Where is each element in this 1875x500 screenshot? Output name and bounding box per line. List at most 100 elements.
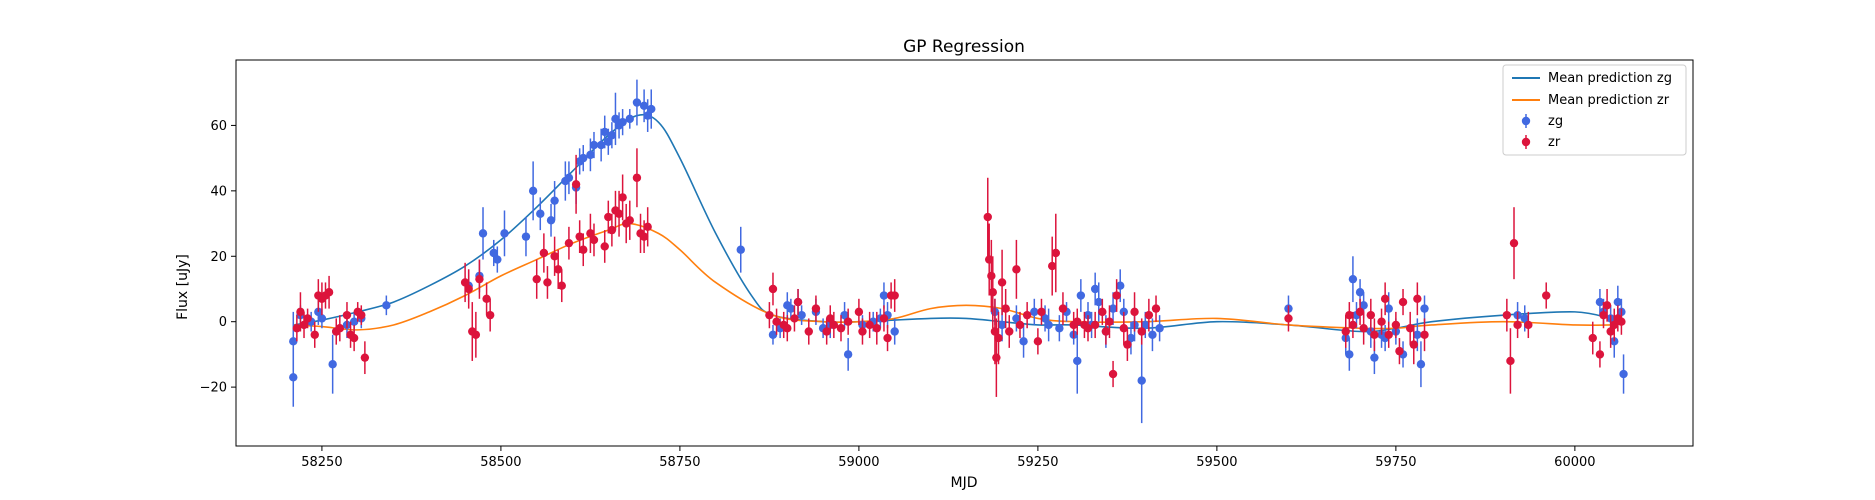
zg-point bbox=[493, 255, 501, 263]
zg-point bbox=[536, 210, 544, 218]
zr-point bbox=[361, 353, 369, 361]
zr-point bbox=[303, 314, 311, 322]
zr-point bbox=[1023, 311, 1031, 319]
zr-point bbox=[1392, 321, 1400, 329]
zg-point bbox=[890, 327, 898, 335]
zr-point bbox=[1420, 331, 1428, 339]
zr-point bbox=[984, 213, 992, 221]
zr-point bbox=[464, 285, 472, 293]
zr-point bbox=[812, 304, 820, 312]
zr-point bbox=[830, 321, 838, 329]
zg-point bbox=[1030, 308, 1038, 316]
zr-point bbox=[472, 331, 480, 339]
zr-point bbox=[987, 272, 995, 280]
zr-point bbox=[1084, 324, 1092, 332]
zg-point bbox=[1044, 321, 1052, 329]
zr-point bbox=[590, 236, 598, 244]
zg-point bbox=[1345, 350, 1353, 358]
zg-point bbox=[880, 291, 888, 299]
zr-point bbox=[1377, 317, 1385, 325]
zg-point bbox=[1619, 370, 1627, 378]
zr-point bbox=[1098, 308, 1106, 316]
zr-point bbox=[486, 311, 494, 319]
zg-point bbox=[1148, 331, 1156, 339]
zr-point bbox=[1524, 321, 1532, 329]
zg-point bbox=[618, 118, 626, 126]
zr-point bbox=[336, 324, 344, 332]
zr-point bbox=[1359, 324, 1367, 332]
zg-point bbox=[1420, 304, 1428, 312]
y-tick-label: 60 bbox=[210, 119, 227, 134]
zr-point bbox=[572, 180, 580, 188]
zr-point bbox=[1012, 265, 1020, 273]
zg-point bbox=[1073, 357, 1081, 365]
zr-point bbox=[1513, 321, 1521, 329]
zr-point bbox=[1596, 350, 1604, 358]
y-tick-label: 40 bbox=[210, 184, 227, 199]
zg-point bbox=[590, 141, 598, 149]
zr-point bbox=[1091, 321, 1099, 329]
zr-point bbox=[1510, 239, 1518, 247]
zg-point bbox=[579, 154, 587, 162]
zr-point bbox=[1589, 334, 1597, 342]
x-tick-label: 58750 bbox=[659, 455, 700, 470]
zg-point bbox=[737, 246, 745, 254]
zg-point bbox=[382, 301, 390, 309]
zg-point bbox=[1019, 337, 1027, 345]
x-tick-label: 59000 bbox=[838, 455, 879, 470]
y-tick-label: 0 bbox=[219, 315, 227, 330]
zr-point bbox=[1145, 311, 1153, 319]
zr-point bbox=[1367, 311, 1375, 319]
zr-point bbox=[357, 311, 365, 319]
zr-point bbox=[783, 324, 791, 332]
zr-point bbox=[1413, 295, 1421, 303]
zg-point bbox=[500, 229, 508, 237]
zr-point bbox=[1073, 317, 1081, 325]
y-tick-label: −20 bbox=[200, 381, 227, 396]
zr-point bbox=[1381, 295, 1389, 303]
zg-point bbox=[1155, 324, 1163, 332]
x-tick-label: 58500 bbox=[480, 455, 521, 470]
zr-point bbox=[772, 317, 780, 325]
zg-point bbox=[1077, 291, 1085, 299]
x-tick-label: 58250 bbox=[301, 455, 342, 470]
zg-point bbox=[522, 232, 530, 240]
zr-point bbox=[343, 311, 351, 319]
zr-point bbox=[1349, 321, 1357, 329]
zg-point bbox=[328, 360, 336, 368]
zr-point bbox=[1059, 304, 1067, 312]
zr-point bbox=[1542, 291, 1550, 299]
zr-point bbox=[890, 291, 898, 299]
zr-point bbox=[998, 278, 1006, 286]
zr-point bbox=[1130, 308, 1138, 316]
zr-point bbox=[1112, 291, 1120, 299]
zr-point bbox=[1603, 301, 1611, 309]
zr-point bbox=[1399, 298, 1407, 306]
zr-point bbox=[844, 317, 852, 325]
zr-point bbox=[1503, 311, 1511, 319]
y-tick-label: 20 bbox=[210, 250, 227, 265]
zg-point bbox=[289, 373, 297, 381]
zr-point bbox=[325, 288, 333, 296]
zr-point bbox=[805, 327, 813, 335]
zr-point bbox=[1152, 304, 1160, 312]
zr-point bbox=[643, 223, 651, 231]
zg-point bbox=[633, 98, 641, 106]
zr-point bbox=[601, 242, 609, 250]
legend-label-zg-line: Mean prediction zg bbox=[1548, 71, 1672, 86]
zr-point bbox=[540, 249, 548, 257]
zg-point bbox=[844, 350, 852, 358]
chart-title: GP Regression bbox=[903, 37, 1025, 57]
zr-point bbox=[837, 324, 845, 332]
zr-point bbox=[633, 174, 641, 182]
zr-point bbox=[579, 246, 587, 254]
zr-point bbox=[558, 282, 566, 290]
zr-point bbox=[311, 331, 319, 339]
legend-label-zr: zr bbox=[1548, 135, 1561, 150]
x-axis-label: MJD bbox=[951, 475, 978, 491]
zr-point bbox=[1395, 347, 1403, 355]
zr-point bbox=[533, 275, 541, 283]
zr-point bbox=[1005, 327, 1013, 335]
zr-point bbox=[769, 285, 777, 293]
zg-point bbox=[479, 229, 487, 237]
